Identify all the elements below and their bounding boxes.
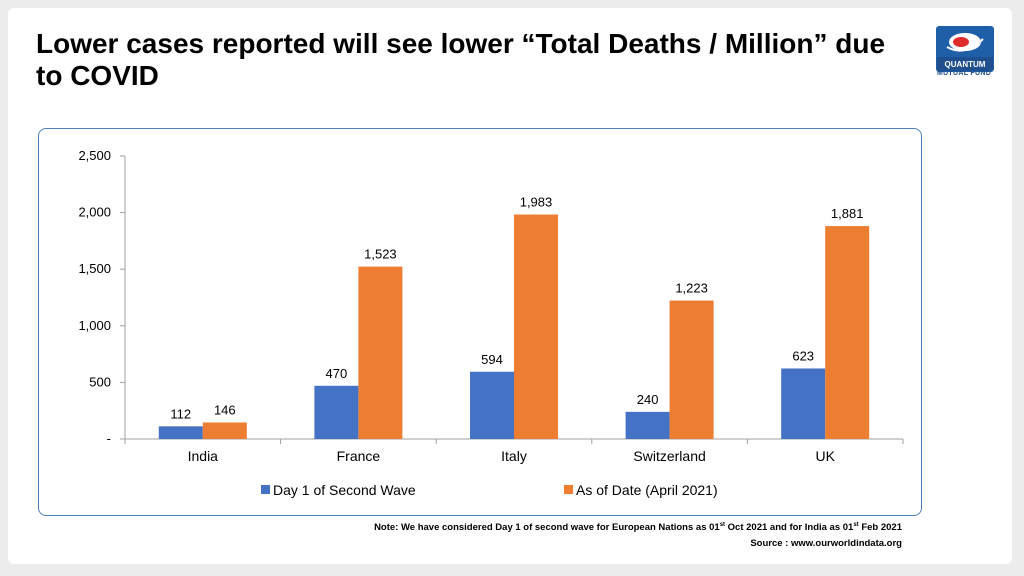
- bar: [625, 411, 670, 439]
- legend-swatch: [564, 485, 573, 494]
- legend-label: As of Date (April 2021): [576, 482, 718, 498]
- chart-container: - 500 1,000 1,500 2,000 2,500 India 112 146 Franc…: [38, 128, 922, 516]
- bar: [669, 300, 714, 439]
- y-tick-label: 500: [89, 374, 111, 389]
- footnote-sup-1: st: [719, 522, 726, 528]
- data-label: 623: [792, 348, 814, 363]
- footnote-middle: Oct 2021 and for India as 01: [725, 522, 854, 534]
- y-tick-label: 1,000: [78, 318, 111, 333]
- data-label: 470: [326, 366, 348, 381]
- bar: [825, 226, 870, 439]
- x-tick-label: Switzerland: [633, 448, 705, 464]
- footnote-sup-2: st: [853, 522, 859, 528]
- data-label: 1,983: [520, 195, 553, 210]
- bar-chart: - 500 1,000 1,500 2,000 2,500 India 112 146 Franc…: [78, 148, 904, 498]
- data-label: 146: [214, 402, 236, 417]
- bar: [158, 426, 203, 439]
- data-label: 594: [481, 352, 503, 367]
- data-label: 112: [170, 406, 191, 421]
- page-title: Lower cases reported will see lower “Tot…: [36, 28, 886, 91]
- y-tick-label: 1,500: [78, 261, 111, 276]
- footnote-suffix: Feb 2021: [858, 522, 902, 534]
- x-tick-label: India: [188, 448, 219, 464]
- legend-swatch: [261, 485, 270, 494]
- y-tick-label: -: [107, 431, 111, 446]
- quantum-logo: QUANTUM MUTUAL FUND: [932, 26, 996, 102]
- legend-label: Day 1 of Second Wave: [273, 482, 416, 498]
- data-label: 1,223: [675, 281, 708, 296]
- bar: [314, 385, 359, 439]
- logo-wordmark: QUANTUM: [945, 60, 986, 69]
- bar: [781, 368, 826, 439]
- data-label: 1,523: [364, 247, 397, 262]
- x-tick-label: UK: [815, 448, 835, 464]
- footnote-prefix: Note: We have considered Day 1 of second…: [374, 522, 720, 534]
- x-tick-label: Italy: [501, 448, 527, 464]
- y-tick-label: 2,000: [78, 205, 111, 220]
- bar: [202, 422, 247, 439]
- y-tick-label: 2,500: [78, 148, 111, 163]
- bar: [358, 266, 403, 439]
- logo-emblem-icon: QUANTUM: [936, 26, 994, 72]
- slide: Lower cases reported will see lower “Tot…: [8, 8, 1012, 564]
- bar: [470, 371, 514, 439]
- logo-subtext: MUTUAL FUND: [936, 70, 992, 77]
- data-label: 240: [637, 392, 659, 407]
- footnote: Note: We have considered Day 1 of second…: [374, 522, 902, 533]
- bar: [514, 214, 558, 439]
- x-tick-label: France: [337, 448, 381, 464]
- data-label: 1,881: [831, 206, 864, 221]
- source-line: Source : www.ourworldindata.org: [750, 538, 902, 549]
